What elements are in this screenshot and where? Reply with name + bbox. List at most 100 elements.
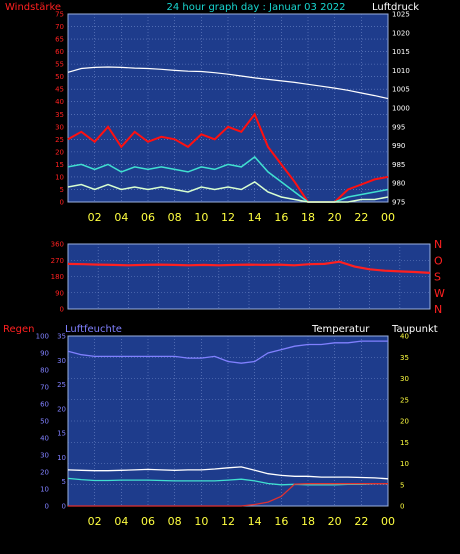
humidity-line bbox=[67, 340, 388, 364]
temperature-y-tick-label: 5 bbox=[400, 481, 404, 489]
direction-y-tick-label: 0 bbox=[60, 306, 64, 314]
climate-x-tick-label: 08 bbox=[168, 515, 182, 528]
temperature-y-tick-label: 15 bbox=[400, 439, 409, 447]
wind-y-tick-label: 35 bbox=[55, 111, 64, 119]
humidity-y-tick-label: 80 bbox=[40, 367, 49, 375]
climate-x-tick-label: 04 bbox=[114, 515, 128, 528]
climate-x-tick-label: 14 bbox=[248, 515, 262, 528]
direction-compass-label: S bbox=[434, 271, 441, 284]
climate-x-tick-label: 00 bbox=[381, 515, 395, 528]
pressure-y-tick-label: 1005 bbox=[392, 86, 410, 94]
pressure-y-tick-label: 1025 bbox=[392, 11, 410, 19]
pressure-axis-title: Luftdruck bbox=[372, 2, 419, 13]
climate-x-tick-label: 22 bbox=[354, 515, 368, 528]
wind-y-tick-label: 30 bbox=[55, 123, 64, 131]
humidity-y-tick-label: 90 bbox=[40, 350, 49, 358]
wind-y-tick-label: 50 bbox=[55, 73, 64, 81]
climate-x-tick-label: 10 bbox=[194, 515, 208, 528]
direction-compass-label: N bbox=[434, 303, 442, 316]
humidity-y-tick-label: 30 bbox=[40, 452, 49, 460]
pressure-y-tick-label: 1010 bbox=[392, 67, 410, 75]
rain-y-tick-label: 25 bbox=[57, 381, 66, 389]
wind-x-tick-label: 08 bbox=[168, 211, 182, 224]
climate-x-tick-label: 16 bbox=[274, 515, 288, 528]
wind-x-tick-label: 02 bbox=[88, 211, 102, 224]
pressure-y-tick-label: 1015 bbox=[392, 48, 410, 56]
wind-y-tick-label: 45 bbox=[55, 86, 64, 94]
rain-humidity-temperature-panel: 0 10 20 30 40 50 60 70 80 90 10 00 5 10 15 20 25 30 35 0 5 10… bbox=[36, 333, 409, 529]
wind-axis-title: Windstärke bbox=[5, 2, 61, 13]
wind-pressure-panel: 0510152025303540455055606570759759809859… bbox=[55, 11, 410, 225]
climate-x-tick-label: 18 bbox=[301, 515, 315, 528]
wind-y-tick-label: 25 bbox=[55, 136, 64, 144]
rain-line bbox=[68, 483, 388, 507]
humidity-y-tick-label: 70 bbox=[40, 384, 49, 392]
pressure-line bbox=[67, 66, 389, 100]
wind-y-tick-label: 5 bbox=[60, 186, 64, 194]
rain-y-tick-label: 5 bbox=[62, 478, 66, 486]
direction-y-tick-label: 180 bbox=[51, 273, 64, 281]
temperature-y-tick-label: 40 bbox=[400, 333, 409, 341]
direction-y-tick-label: 360 bbox=[51, 241, 64, 249]
rain-y-tick-label: 15 bbox=[57, 430, 66, 438]
climate-x-tick-label: 02 bbox=[88, 515, 102, 528]
pressure-y-tick-label: 975 bbox=[392, 199, 405, 207]
temperature-y-tick-label: 10 bbox=[400, 460, 409, 468]
wind-x-tick-label: 18 bbox=[301, 211, 315, 224]
wind-y-tick-label: 70 bbox=[55, 23, 64, 31]
rain-label: Regen bbox=[3, 324, 35, 335]
wind-y-tick-label: 75 bbox=[55, 11, 64, 19]
direction-line bbox=[67, 260, 431, 274]
wind-x-tick-label: 22 bbox=[354, 211, 368, 224]
wind-x-tick-label: 16 bbox=[274, 211, 288, 224]
humidity-y-tick-label: 60 bbox=[40, 401, 49, 409]
wind-x-tick-label: 20 bbox=[328, 211, 342, 224]
humidity-y-tick-label: 20 bbox=[40, 469, 49, 477]
climate-x-tick-label: 12 bbox=[221, 515, 235, 528]
temperature-line bbox=[67, 466, 389, 480]
wind-x-tick-label: 06 bbox=[141, 211, 155, 224]
wind-x-tick-label: 00 bbox=[381, 211, 395, 224]
climate-x-tick-label: 06 bbox=[141, 515, 155, 528]
rain-y-tick-label: 30 bbox=[57, 357, 66, 365]
wind-y-tick-label: 60 bbox=[55, 48, 64, 56]
climate-x-tick-label: 20 bbox=[328, 515, 342, 528]
humidity-y-tick-label: 40 bbox=[40, 435, 49, 443]
temperature-y-tick-label: 35 bbox=[400, 354, 409, 362]
humidity-y-tick-label: 50 bbox=[40, 418, 49, 426]
wind-min-line bbox=[67, 181, 389, 203]
pressure-y-tick-label: 1020 bbox=[392, 29, 410, 37]
pressure-y-tick-label: 990 bbox=[392, 142, 405, 150]
rain-y-tick-label: 35 bbox=[57, 333, 66, 341]
humidity-y-tick-label: 0 bbox=[45, 503, 49, 511]
humidity-label: Luftfeuchte bbox=[65, 324, 122, 335]
wind-x-tick-label: 04 bbox=[114, 211, 128, 224]
wind-y-tick-label: 0 bbox=[60, 199, 64, 207]
rain-y-tick-label: 20 bbox=[57, 405, 66, 413]
temperature-y-tick-label: 25 bbox=[400, 396, 409, 404]
wind-x-tick-label: 12 bbox=[221, 211, 235, 224]
chart-title: 24 hour graph day : Januar 03 2022 bbox=[166, 2, 345, 13]
wind-x-tick-label: 14 bbox=[248, 211, 262, 224]
temperature-y-tick-label: 0 bbox=[400, 503, 404, 511]
direction-compass-label: O bbox=[434, 254, 443, 267]
wind-y-tick-label: 10 bbox=[55, 173, 64, 181]
wind-y-tick-label: 65 bbox=[55, 36, 64, 44]
wind-y-tick-label: 55 bbox=[55, 61, 64, 69]
dewpoint-line bbox=[67, 477, 388, 486]
temperature-y-tick-label: 30 bbox=[400, 375, 409, 383]
humidity-y-tick-label: 10 bbox=[40, 486, 49, 494]
direction-y-tick-label: 270 bbox=[51, 257, 64, 265]
wind-y-tick-label: 20 bbox=[55, 148, 64, 156]
temperature-y-tick-label: 20 bbox=[400, 418, 409, 426]
direction-compass-label: W bbox=[434, 287, 445, 300]
pressure-y-tick-label: 995 bbox=[392, 123, 405, 131]
wind-x-tick-label: 10 bbox=[194, 211, 208, 224]
wind-y-tick-label: 15 bbox=[55, 161, 64, 169]
pressure-y-tick-label: 980 bbox=[392, 180, 405, 188]
temperature-label: Temperatur bbox=[311, 324, 370, 335]
pressure-y-tick-label: 1000 bbox=[392, 105, 410, 113]
rain-y-tick-label: 10 bbox=[57, 454, 66, 462]
